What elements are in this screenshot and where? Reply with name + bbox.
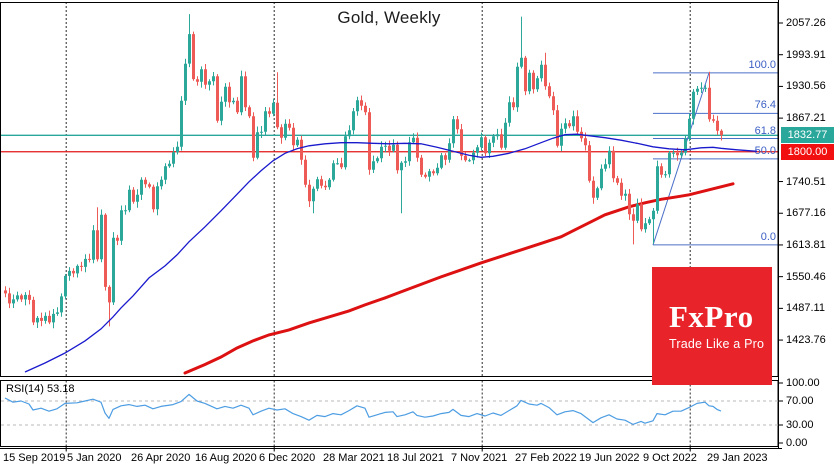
y-axis-label: 1993.91 [786, 48, 826, 61]
y-axis-label: 1423.76 [786, 334, 826, 347]
rsi-axis-label: 0.00 [786, 437, 808, 449]
x-axis-label: 7 Nov 2021 [451, 452, 508, 464]
fib-trend-line [652, 72, 710, 246]
y-axis-label: 1740.51 [786, 175, 826, 188]
rsi-panel-border [0, 380, 779, 447]
fib-level-label: 61.8 [754, 124, 776, 137]
fib-level-label: 76.4 [754, 99, 776, 112]
fib-level-label: 50.0 [754, 144, 776, 157]
current-price-badge: 1832.77 [781, 127, 834, 144]
x-axis-label: 26 Apr 2020 [131, 452, 191, 464]
x-axis-label: 16 Aug 2020 [195, 452, 257, 464]
moving-average-fast [24, 133, 758, 373]
x-axis-label: 27 Feb 2022 [515, 452, 577, 464]
bear-candle-bodies [4, 34, 723, 323]
x-axis-label: 6 Dec 2020 [259, 452, 316, 464]
rsi-axis-label: 70.00 [786, 395, 814, 407]
rsi-indicator-label: RSI(14) 53.18 [6, 382, 75, 395]
x-axis-label: 5 Jan 2020 [67, 452, 122, 464]
fib-level-label: 0.0 [760, 230, 776, 243]
x-axis-label: 19 Jun 2022 [579, 452, 640, 464]
y-axis-label: 1613.81 [786, 238, 826, 251]
x-axis-label: 28 Mar 2021 [323, 452, 385, 464]
x-axis-label: 29 Jan 2023 [707, 452, 768, 464]
fxpro-tagline-text: Trade Like a Pro [669, 337, 765, 351]
x-axis-label: 15 Sep 2019 [3, 452, 66, 464]
level-price-badge: 1800.00 [781, 143, 834, 160]
rsi-axis-label: 100.00 [786, 377, 820, 389]
rsi-axis-label: 30.00 [786, 419, 814, 431]
fxpro-brand-text: FxPro [669, 299, 754, 334]
y-axis-label: 1930.56 [786, 80, 826, 93]
y-axis-label: 2057.26 [786, 17, 826, 29]
fib-level-label: 100.0 [748, 58, 776, 71]
y-axis-label: 1677.16 [786, 207, 826, 220]
bull-candle-bodies [12, 34, 707, 323]
x-axis-label: 9 Oct 2022 [643, 452, 697, 464]
x-axis-label: 18 Jul 2021 [387, 452, 444, 464]
moving-average-slow [183, 182, 735, 375]
rsi-line [4, 393, 722, 425]
y-axis-label: 1487.11 [786, 302, 825, 315]
y-axis-label: 1550.46 [786, 270, 826, 283]
y-axis-label: 1867.21 [786, 112, 826, 125]
chart-title: Gold, Weekly [337, 8, 441, 27]
fxpro-logo: FxPro Trade Like a Pro [652, 267, 772, 385]
